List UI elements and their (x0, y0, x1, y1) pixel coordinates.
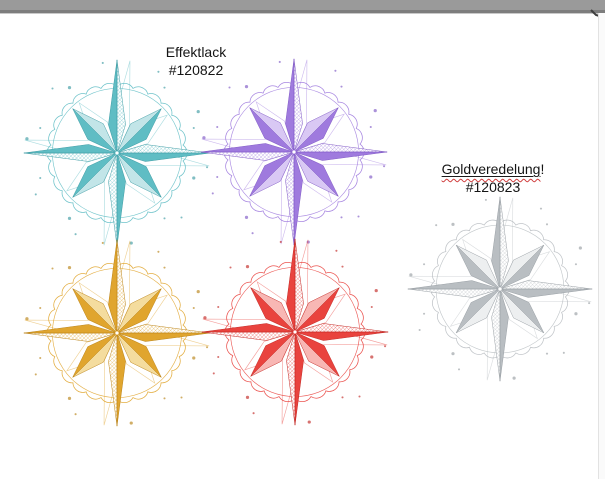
goldveredelung-text-box[interactable]: Goldveredelung! #120823 (442, 160, 545, 196)
page-right-edge (598, 13, 605, 479)
goldveredelung-suffix: ! (540, 161, 545, 177)
effektlack-title: Effektlack (165, 44, 227, 60)
goldveredelung-number: #120823 (465, 179, 521, 195)
effektlack-number: #120822 (168, 62, 224, 78)
compass-rose-red[interactable] (200, 237, 390, 427)
goldveredelung-word: Goldveredelung (441, 161, 541, 177)
goldveredelung-title-line: Goldveredelung! (442, 160, 545, 178)
spellcheck-squiggle: Goldveredelung (442, 161, 541, 177)
effektlack-text-box[interactable]: Effektlack #120822 (166, 43, 226, 79)
compass-rose-purple[interactable] (199, 57, 389, 247)
compass-rose-gold[interactable] (22, 238, 212, 428)
compass-rose-teal[interactable] (22, 58, 212, 248)
compass-rose-silver[interactable] (406, 195, 594, 383)
window-top-bar (0, 0, 605, 13)
